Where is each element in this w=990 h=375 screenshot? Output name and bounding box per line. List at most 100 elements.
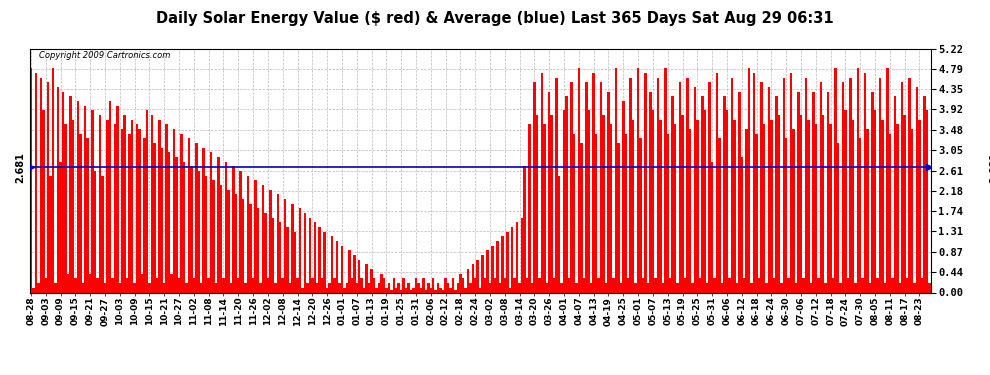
Bar <box>568 279 570 292</box>
Bar <box>254 180 256 292</box>
Bar <box>139 129 141 292</box>
Bar <box>494 279 496 292</box>
Bar <box>529 124 531 292</box>
Bar <box>160 148 163 292</box>
Bar <box>750 283 752 292</box>
Bar <box>148 283 150 292</box>
Bar <box>390 290 392 292</box>
Bar <box>188 138 190 292</box>
Bar <box>432 279 435 292</box>
Bar <box>471 264 474 292</box>
Bar <box>96 279 99 292</box>
Bar <box>464 288 466 292</box>
Bar <box>309 218 311 292</box>
Bar <box>876 279 879 292</box>
Bar <box>158 120 160 292</box>
Bar <box>805 78 807 292</box>
Bar <box>109 101 111 292</box>
Bar <box>859 138 861 292</box>
Bar <box>383 279 385 292</box>
Bar <box>745 129 748 292</box>
Bar <box>324 232 326 292</box>
Bar <box>731 78 734 292</box>
Bar <box>61 92 64 292</box>
Bar <box>842 82 844 292</box>
Bar <box>131 120 134 292</box>
Bar <box>30 68 32 292</box>
Bar <box>124 115 126 292</box>
Bar <box>607 92 610 292</box>
Bar <box>755 134 757 292</box>
Bar <box>286 227 289 292</box>
Bar <box>217 157 220 292</box>
Bar <box>734 120 736 292</box>
Bar <box>51 68 54 292</box>
Bar <box>76 101 79 292</box>
Bar <box>193 279 195 292</box>
Bar <box>659 120 661 292</box>
Bar <box>531 283 534 292</box>
Bar <box>699 279 701 292</box>
Bar <box>59 162 61 292</box>
Bar <box>466 269 469 292</box>
Bar <box>481 255 484 292</box>
Bar <box>919 120 921 292</box>
Bar <box>767 87 770 292</box>
Bar <box>126 279 129 292</box>
Bar <box>832 279 835 292</box>
Bar <box>451 279 454 292</box>
Bar <box>299 209 301 292</box>
Bar <box>417 283 420 292</box>
Bar <box>301 288 304 292</box>
Bar <box>739 92 741 292</box>
Bar <box>69 96 71 292</box>
Bar <box>617 143 620 292</box>
Bar <box>435 290 437 292</box>
Bar <box>724 96 726 292</box>
Bar <box>792 129 795 292</box>
Bar <box>914 283 916 292</box>
Bar <box>203 148 205 292</box>
Bar <box>240 171 242 292</box>
Bar <box>341 246 344 292</box>
Bar <box>696 120 699 292</box>
Bar <box>807 120 810 292</box>
Bar <box>844 110 846 292</box>
Bar <box>195 143 198 292</box>
Bar <box>319 227 321 292</box>
Bar <box>215 283 217 292</box>
Bar <box>119 283 121 292</box>
Bar <box>835 68 837 292</box>
Bar <box>476 260 479 292</box>
Bar <box>817 279 820 292</box>
Bar <box>587 110 590 292</box>
Bar <box>861 279 864 292</box>
Bar <box>602 115 605 292</box>
Bar <box>71 120 74 292</box>
Bar <box>929 283 931 292</box>
Bar <box>765 283 767 292</box>
Bar <box>787 279 790 292</box>
Bar <box>353 255 355 292</box>
Bar <box>889 134 891 292</box>
Bar <box>427 283 430 292</box>
Bar <box>548 92 550 292</box>
Bar <box>524 166 526 292</box>
Bar <box>721 283 724 292</box>
Bar <box>615 68 617 292</box>
Bar <box>291 204 294 292</box>
Bar <box>289 283 291 292</box>
Bar <box>407 283 410 292</box>
Bar <box>40 78 42 292</box>
Bar <box>785 138 787 292</box>
Bar <box>797 92 800 292</box>
Bar <box>681 115 684 292</box>
Bar <box>830 124 832 292</box>
Bar <box>911 129 914 292</box>
Bar <box>365 264 368 292</box>
Bar <box>585 82 587 292</box>
Bar <box>669 279 671 292</box>
Bar <box>770 120 772 292</box>
Bar <box>225 162 227 292</box>
Bar <box>519 283 521 292</box>
